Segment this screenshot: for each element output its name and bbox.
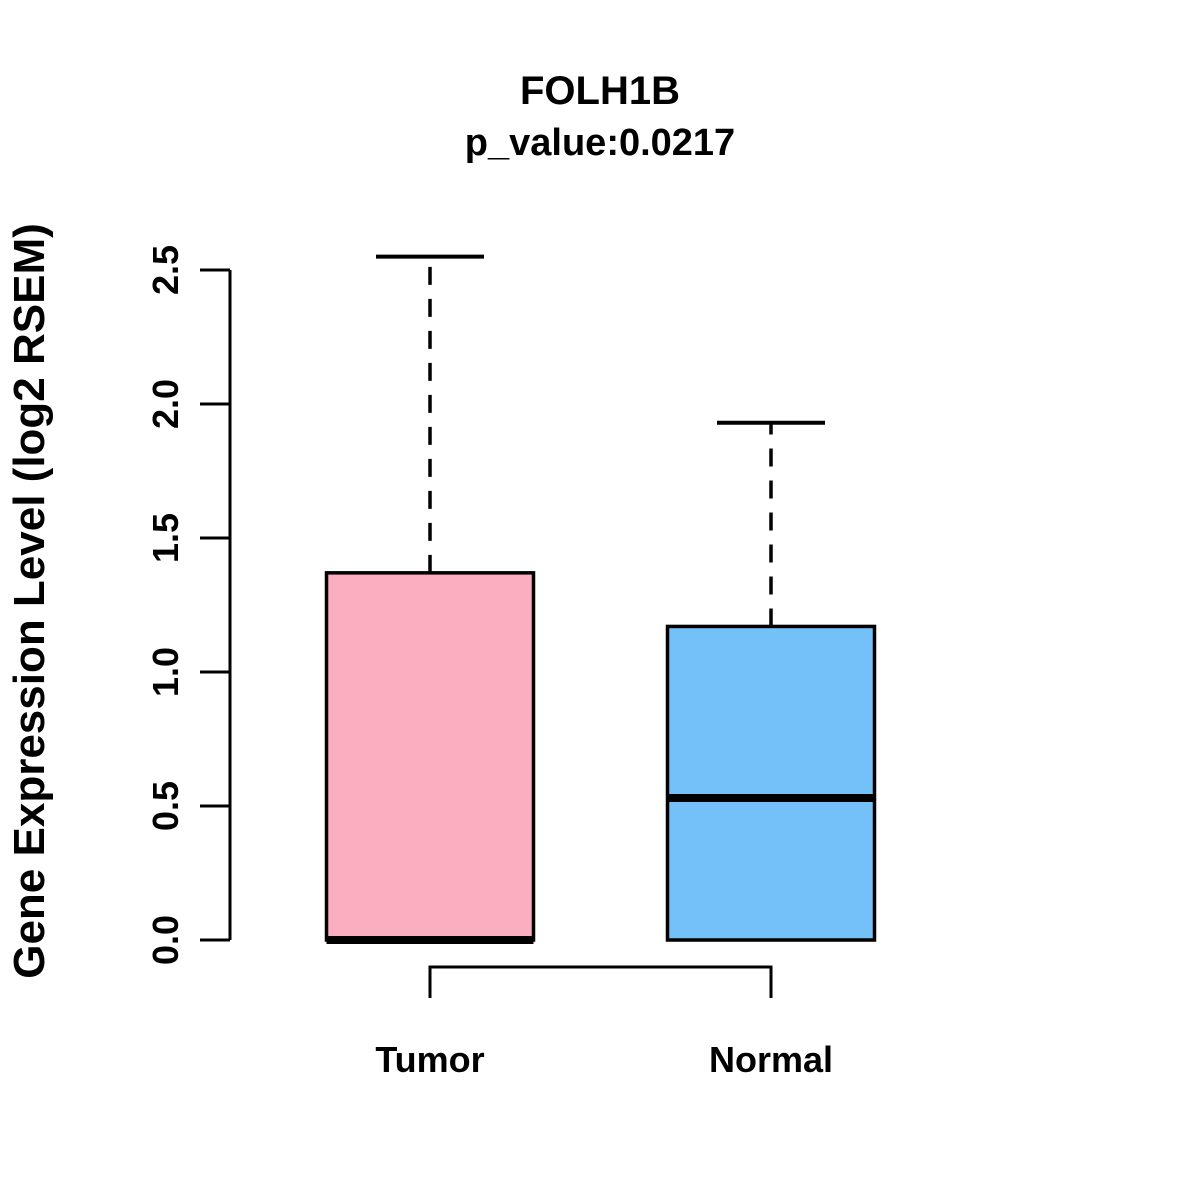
y-tick-label: 1.5: [145, 513, 186, 563]
y-tick-label: 0.0: [145, 915, 186, 965]
plot-area: Tumor Normal: [324, 254, 877, 1080]
comparison-bracket: [428, 965, 773, 998]
y-tick-label: 1.0: [145, 647, 186, 697]
box-normal: [665, 624, 877, 942]
chart-title: FOLH1B: [520, 69, 680, 113]
y-tick-label: 2.5: [145, 245, 186, 295]
y-tick-label: 0.5: [145, 781, 186, 831]
box-tumor: [324, 571, 536, 942]
y-axis-label: Gene Expression Level (log2 RSEM): [5, 223, 54, 979]
category-label-normal: Normal: [709, 1039, 833, 1080]
y-tick-label: 2.0: [145, 379, 186, 429]
chart-subtitle: p_value:0.0217: [465, 122, 735, 164]
category-label-tumor: Tumor: [375, 1039, 484, 1080]
y-axis: 0.0 0.5 1.0 1.5 2.0 2.5: [145, 245, 232, 965]
